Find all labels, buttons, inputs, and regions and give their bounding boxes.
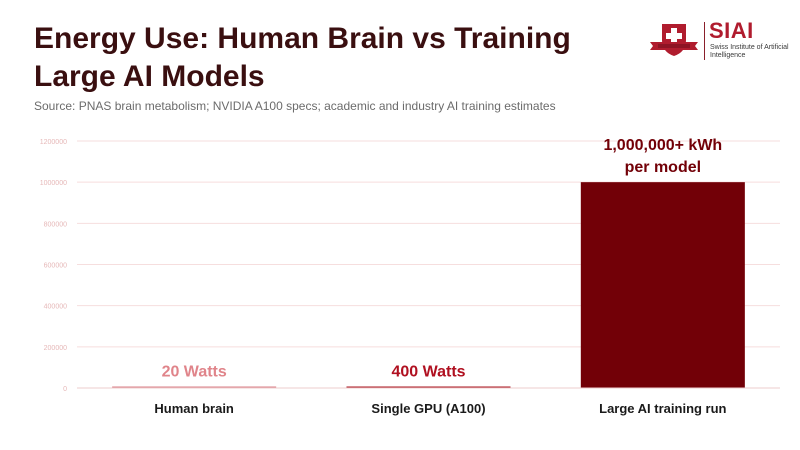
y-tick-label: 0 xyxy=(63,386,67,393)
bar-1 xyxy=(112,386,277,388)
category-label: Single GPU (A100) xyxy=(371,401,485,416)
bar-2 xyxy=(346,386,511,388)
bar-3 xyxy=(580,182,745,388)
y-tick-label: 800000 xyxy=(44,221,67,228)
data-label: 1,000,000+ kWh per model xyxy=(603,137,722,176)
y-tick-label: 600000 xyxy=(44,263,67,270)
chart-subtitle: Source: PNAS brain metabolism; NVIDIA A1… xyxy=(34,99,556,113)
y-tick-label: 1200000 xyxy=(40,139,67,146)
logo-brand: SIAI xyxy=(709,18,754,43)
swiss-shield-icon xyxy=(650,24,698,56)
data-label: 20 Watts xyxy=(162,364,227,381)
category-label: Large AI training run xyxy=(599,401,726,416)
y-tick-label: 200000 xyxy=(44,345,67,352)
logo-divider xyxy=(704,22,705,60)
data-label: 400 Watts xyxy=(391,364,465,381)
siai-logo: SIAI Swiss Institute of Artificial Intel… xyxy=(648,18,789,66)
y-tick-label: 1000000 xyxy=(40,180,67,187)
y-tick-label: 400000 xyxy=(44,304,67,311)
chart-title: Energy Use: Human Brain vs Training Larg… xyxy=(34,22,571,93)
category-label: Human brain xyxy=(154,401,234,416)
logo-tagline: Swiss Institute of Artificial Intelligen… xyxy=(710,44,789,59)
